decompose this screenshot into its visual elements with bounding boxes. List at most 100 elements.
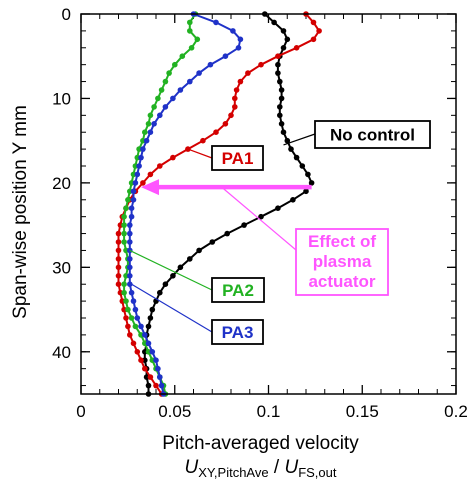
data-point: [132, 306, 139, 313]
effect-arrow-head: [141, 179, 159, 196]
annotation-leader: [129, 249, 213, 291]
annotation-label: No control: [330, 126, 415, 145]
data-point: [275, 70, 281, 76]
x-symbol-main-1: U: [185, 457, 199, 478]
data-point: [147, 315, 154, 321]
data-point: [127, 230, 133, 237]
data-point: [232, 95, 238, 102]
x-tick-label: 0.1: [257, 402, 281, 421]
data-point: [149, 306, 156, 313]
data-point: [145, 382, 152, 389]
plot-frame: [80, 13, 457, 395]
data-point: [305, 171, 311, 178]
data-point: [280, 28, 287, 34]
data-point: [278, 95, 285, 102]
data-point: [222, 53, 229, 59]
data-point: [232, 104, 238, 110]
data-point: [145, 340, 152, 347]
series-layer: [115, 11, 322, 397]
y-tick-label: 40: [52, 343, 71, 362]
data-point: [132, 180, 139, 186]
series-line-no-control: [143, 13, 313, 394]
data-point: [151, 121, 157, 127]
annotation-box: [314, 120, 431, 149]
data-point: [172, 61, 178, 68]
y-axis-title: Span-wise position Y mm: [10, 105, 31, 319]
data-point: [179, 53, 186, 59]
data-point: [275, 205, 281, 211]
data-point: [128, 205, 135, 211]
data-point: [127, 273, 133, 279]
data-point: [145, 121, 152, 127]
data-point: [209, 239, 216, 245]
data-point: [138, 323, 144, 330]
data-point: [142, 332, 148, 338]
data-point: [207, 61, 214, 68]
data-point: [157, 163, 163, 169]
data-point: [115, 247, 122, 254]
data-point: [136, 163, 142, 169]
x-symbol-sub-2: FS,out: [298, 465, 337, 480]
data-point: [278, 87, 285, 93]
data-point: [284, 36, 291, 43]
data-point: [237, 78, 244, 85]
data-point: [132, 323, 139, 330]
data-point: [177, 87, 184, 93]
data-point: [123, 298, 129, 304]
data-point: [127, 332, 133, 338]
data-point: [245, 70, 251, 76]
data-point: [277, 112, 283, 119]
data-point: [284, 137, 291, 144]
data-point: [157, 112, 163, 119]
y-tick-label: 30: [52, 258, 71, 277]
data-point: [213, 19, 219, 26]
series-line-pa2: [123, 13, 199, 395]
y-tick-label: 10: [52, 89, 71, 108]
data-point: [134, 349, 141, 355]
data-point: [196, 247, 202, 254]
annotation-pa2: PA2: [129, 249, 265, 303]
data-point: [147, 112, 154, 119]
data-point: [188, 45, 195, 51]
data-point: [237, 36, 244, 43]
x-symbol-separator: /: [269, 457, 285, 478]
x-axis-symbol: UXY,PitchAve / UFS,out: [185, 457, 337, 480]
data-point: [155, 95, 161, 102]
y-tick-label: 20: [52, 174, 71, 193]
data-point: [158, 382, 165, 389]
data-point: [213, 129, 219, 135]
data-point: [121, 289, 127, 296]
annotation-leader: [221, 186, 297, 251]
data-point: [115, 264, 122, 271]
data-point: [128, 315, 135, 321]
data-point: [128, 213, 135, 220]
annotation-leader: [131, 283, 213, 333]
data-point: [153, 357, 159, 364]
data-point: [293, 45, 300, 51]
annotation-leader: [283, 133, 316, 146]
y-tick-label: 0: [62, 5, 71, 24]
data-point: [187, 19, 193, 26]
data-point: [200, 137, 206, 144]
annotation-label: PA1: [222, 149, 254, 168]
data-point: [134, 315, 141, 321]
data-point: [187, 78, 193, 85]
annotation-pa3: PA3: [131, 283, 264, 345]
data-point: [187, 28, 193, 34]
data-point: [258, 213, 264, 220]
x-symbol-main-2: U: [284, 457, 298, 478]
axis-ticks: 0 0.05 0.1 0.15 0.2 0 10 20 30 40: [52, 5, 468, 421]
data-point: [157, 289, 163, 296]
data-point: [303, 188, 309, 195]
data-point: [123, 205, 129, 211]
data-point: [278, 121, 285, 127]
data-point: [142, 129, 148, 135]
data-point: [140, 180, 146, 186]
data-point: [275, 61, 281, 68]
data-point: [151, 104, 157, 110]
x-axis-title: Pitch-averaged velocity: [162, 433, 359, 454]
data-point: [138, 357, 144, 364]
x-symbol-sub-1: XY,PitchAve: [198, 465, 268, 480]
data-point: [130, 197, 137, 203]
data-point: [308, 180, 315, 186]
